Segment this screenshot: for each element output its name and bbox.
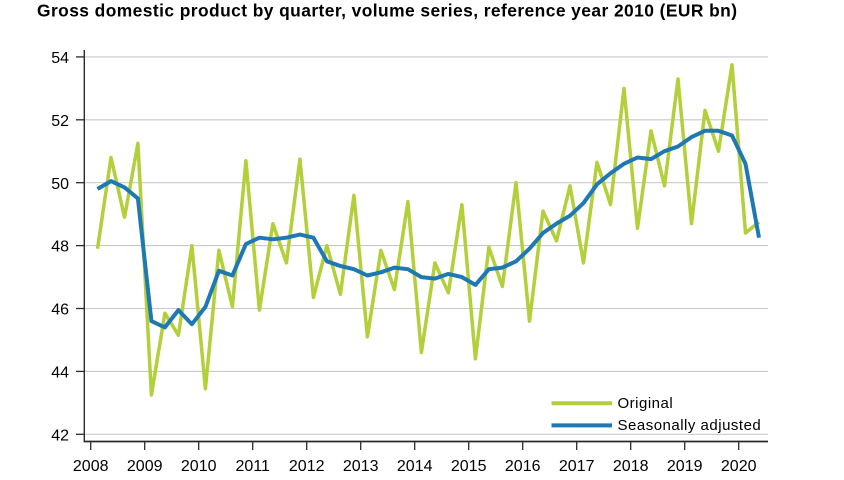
svg-text:44: 44 <box>51 365 69 382</box>
svg-text:Original: Original <box>618 395 674 412</box>
svg-text:2019: 2019 <box>667 458 703 475</box>
svg-text:2012: 2012 <box>289 458 325 475</box>
svg-text:2011: 2011 <box>235 458 270 475</box>
svg-text:2020: 2020 <box>721 458 757 475</box>
svg-text:2008: 2008 <box>73 458 109 475</box>
svg-text:50: 50 <box>51 176 69 193</box>
svg-text:2013: 2013 <box>343 458 379 475</box>
svg-text:2017: 2017 <box>559 458 595 475</box>
svg-text:2018: 2018 <box>613 458 649 475</box>
svg-text:2016: 2016 <box>505 458 541 475</box>
svg-text:2015: 2015 <box>451 458 487 475</box>
svg-text:54: 54 <box>51 50 69 67</box>
svg-text:46: 46 <box>51 302 69 319</box>
svg-text:Seasonally adjusted: Seasonally adjusted <box>618 417 762 434</box>
svg-text:48: 48 <box>51 239 69 256</box>
svg-text:52: 52 <box>51 113 69 130</box>
svg-text:Gross domestic product by quar: Gross domestic product by quarter, volum… <box>37 1 737 21</box>
svg-text:2014: 2014 <box>397 458 433 475</box>
svg-text:2010: 2010 <box>181 458 217 475</box>
svg-text:42: 42 <box>51 427 69 444</box>
svg-text:2009: 2009 <box>127 458 163 475</box>
